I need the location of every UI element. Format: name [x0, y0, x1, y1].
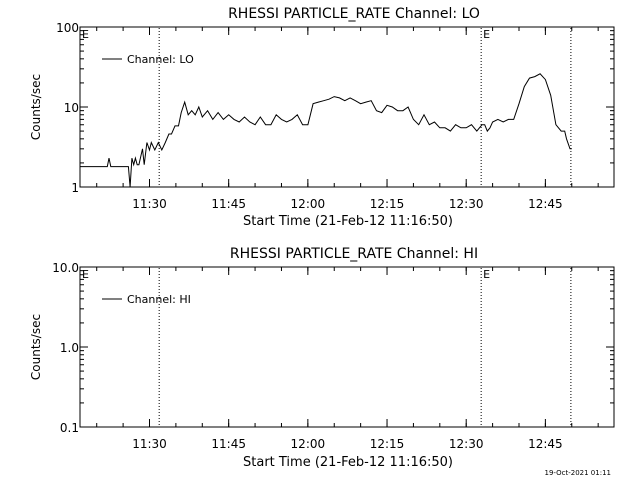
event-marker-label: E — [82, 28, 89, 41]
x-tick-label: 12:00 — [291, 437, 326, 451]
x-tick-label: 11:30 — [132, 437, 167, 451]
x-tick-label: 12:30 — [449, 437, 484, 451]
series-line — [80, 73, 572, 188]
x-tick-label: 11:45 — [211, 437, 246, 451]
chart-title: RHESSI PARTICLE_RATE Channel: LO — [228, 6, 480, 22]
plot-frame — [79, 26, 615, 188]
x-axis-label: Start Time (21-Feb-12 11:16:50) — [243, 455, 453, 470]
x-axis-label: Start Time (21-Feb-12 11:16:50) — [243, 214, 453, 229]
x-tick-label: 11:45 — [211, 197, 246, 211]
y-tick-label: 100 — [56, 21, 79, 35]
y-tick-label: 1 — [71, 181, 79, 195]
y-axis-label: Counts/sec — [29, 314, 43, 380]
y-tick-label: 0.1 — [60, 421, 79, 435]
chart-title: RHESSI PARTICLE_RATE Channel: HI — [230, 246, 478, 262]
panel-hi: RHESSI PARTICLE_RATE Channel: HI Counts/s… — [29, 246, 615, 470]
legend-label: Channel: LO — [127, 53, 194, 66]
plot-frame — [79, 266, 615, 428]
x-tick-label: 12:30 — [449, 197, 484, 211]
event-marker-label: E — [483, 28, 490, 41]
x-tick-label: 12:45 — [528, 437, 563, 451]
y-tick-label: 1.0 — [60, 341, 79, 355]
event-marker-label: E — [82, 268, 89, 281]
x-tick-label: 12:45 — [528, 197, 563, 211]
x-tick-label: 12:15 — [370, 197, 405, 211]
x-tick-label: 11:30 — [132, 197, 167, 211]
y-tick-label: 10.0 — [52, 261, 79, 275]
footer-timestamp: 19-Oct-2021 01:11 — [545, 469, 611, 477]
x-tick-label: 12:15 — [370, 437, 405, 451]
panel-lo: RHESSI PARTICLE_RATE Channel: LO Counts/s… — [29, 6, 615, 229]
event-marker-label: E — [483, 268, 490, 281]
y-axis-label: Counts/sec — [29, 74, 43, 140]
y-tick-label: 10 — [64, 101, 79, 115]
legend-label: Channel: HI — [127, 293, 191, 306]
x-tick-label: 12:00 — [291, 197, 326, 211]
